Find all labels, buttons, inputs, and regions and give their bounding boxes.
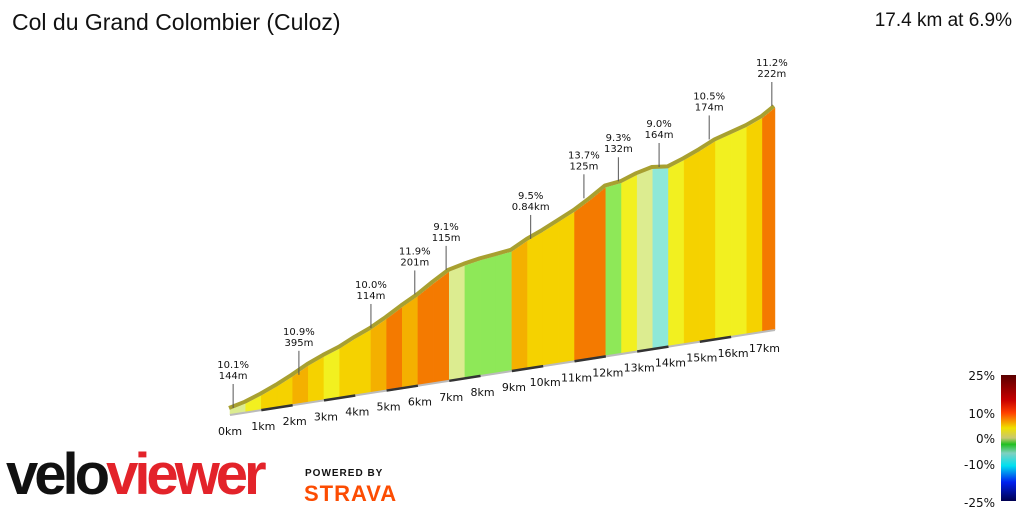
profile-top-edge	[228, 104, 776, 410]
annotation-gradient: 9.0%	[646, 119, 671, 130]
gradient-segment	[480, 255, 497, 377]
annotation-gradient: 9.1%	[433, 222, 458, 233]
gradient-segment	[699, 140, 716, 343]
gradient-segment	[417, 283, 434, 386]
annotation-gradient: 10.9%	[283, 327, 315, 338]
gradient-segment	[621, 174, 638, 355]
annotation-gradient: 13.7%	[568, 150, 600, 161]
km-axis-segment	[386, 384, 419, 392]
strava-logo[interactable]: STRAVA	[304, 481, 398, 506]
gradient-legend-bar	[1001, 375, 1016, 501]
gradient-segment	[605, 182, 622, 357]
x-tick-label: 9km	[502, 381, 526, 394]
x-tick-label: 4km	[345, 405, 369, 418]
annotation-gradient: 10.0%	[355, 280, 387, 291]
gradient-segment	[355, 329, 372, 396]
x-tick-label: 6km	[408, 396, 432, 409]
gradient-segment	[715, 133, 732, 340]
x-tick-label: 2km	[283, 415, 307, 428]
gradient-segment	[448, 265, 466, 382]
x-tick-label: 1km	[251, 420, 275, 433]
km-axis-segment	[511, 364, 544, 373]
annotation-length: 144m	[219, 371, 248, 382]
annotation-gradient: 10.5%	[693, 91, 725, 102]
gradient-segment	[339, 338, 356, 399]
x-tick-label: 12km	[592, 366, 623, 379]
gradient-segment	[730, 126, 748, 338]
powered-by-label: POWERED BY	[305, 468, 384, 479]
gradient-segment	[511, 240, 528, 372]
x-tick-label: 11km	[561, 371, 592, 384]
km-axis-segment	[636, 345, 669, 353]
km-axis-segment	[574, 355, 607, 363]
x-tick-label: 7km	[439, 391, 463, 404]
gradient-segment	[589, 187, 607, 360]
annotation-gradient: 11.2%	[756, 58, 788, 69]
gradient-segment	[370, 318, 387, 394]
gradient-segment	[323, 348, 340, 401]
x-tick-label: 13km	[624, 361, 655, 374]
annotation-length: 222m	[757, 69, 786, 80]
gradient-segment	[746, 117, 763, 335]
annotation-length: 164m	[645, 130, 674, 141]
x-tick-label: 3km	[314, 410, 338, 423]
gradient-segment	[762, 107, 776, 333]
x-tick-label: 16km	[718, 347, 749, 360]
veloviewer-logo[interactable]: veloviewer	[6, 442, 267, 507]
annotation-gradient: 11.9%	[399, 246, 431, 257]
annotation-gradient: 10.1%	[217, 360, 249, 371]
km-axis-segment	[699, 335, 732, 343]
km-axis-segment	[323, 394, 356, 402]
legend-label: 0%	[976, 432, 995, 446]
legend-label: 10%	[968, 407, 995, 421]
gradient-segment	[636, 168, 654, 352]
gradient-segment	[386, 306, 403, 391]
annotation-length: 132m	[604, 144, 633, 155]
gradient-segment	[542, 221, 560, 367]
gradient-segment	[574, 199, 591, 362]
annotation-length: 0.84km	[512, 202, 550, 213]
annotation-length: 174m	[695, 102, 724, 113]
gradient-segment	[464, 260, 481, 379]
gradient-segment	[652, 168, 669, 350]
legend-label: 25%	[968, 369, 995, 383]
x-tick-label: 0km	[218, 425, 242, 438]
gradient-segment	[433, 271, 450, 384]
annotation-length: 395m	[284, 338, 313, 349]
x-tick-label: 8km	[471, 386, 495, 399]
x-tick-label: 10km	[530, 376, 561, 389]
climb-title: Col du Grand Colombier (Culoz)	[12, 9, 341, 35]
annotation-gradient: 9.5%	[518, 191, 543, 202]
annotation-gradient: 9.3%	[606, 133, 631, 144]
gradient-segment	[495, 251, 513, 374]
gradient-segment	[683, 150, 701, 345]
gradient-segment	[527, 231, 544, 369]
annotation-length: 115m	[432, 233, 461, 244]
distance-axis	[229, 329, 776, 416]
x-tick-label: 17km	[749, 342, 780, 355]
x-tick-label: 5km	[377, 401, 401, 414]
km-axis-segment	[449, 374, 481, 383]
annotation-length: 114m	[357, 291, 386, 302]
annotation-length: 201m	[400, 257, 429, 268]
annotation-length: 125m	[570, 161, 599, 172]
climb-summary: 17.4 km at 6.9%	[874, 10, 1012, 31]
x-tick-label: 15km	[686, 352, 717, 365]
legend-label: -10%	[964, 458, 995, 472]
gradient-segment	[668, 159, 685, 347]
legend-label: -25%	[964, 496, 995, 510]
gradient-segment	[558, 211, 575, 364]
x-tick-label: 14km	[655, 357, 686, 370]
gradient-segment	[402, 295, 419, 389]
km-axis-segment	[261, 403, 293, 412]
